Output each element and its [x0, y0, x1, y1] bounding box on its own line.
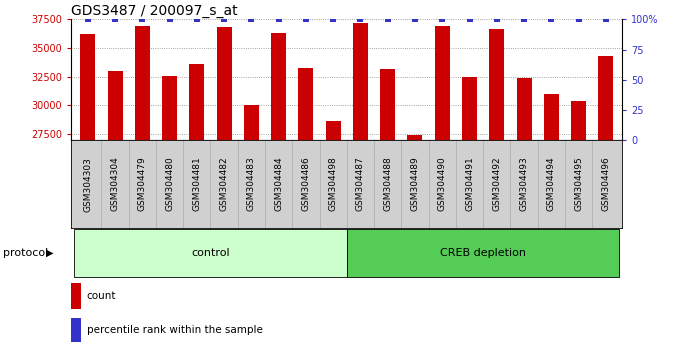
Text: GSM304303: GSM304303: [83, 156, 92, 212]
Text: GSM304496: GSM304496: [601, 157, 611, 211]
Text: GSM304304: GSM304304: [111, 157, 120, 211]
Text: GSM304482: GSM304482: [220, 157, 228, 211]
Text: GSM304492: GSM304492: [492, 157, 501, 211]
Text: GDS3487 / 200097_s_at: GDS3487 / 200097_s_at: [71, 5, 238, 18]
Bar: [490, 29, 505, 354]
Bar: [107, 71, 122, 354]
Text: CREB depletion: CREB depletion: [440, 248, 526, 258]
Bar: [435, 26, 449, 354]
Bar: [544, 94, 559, 354]
Bar: [80, 34, 95, 354]
Text: GSM304486: GSM304486: [301, 157, 310, 211]
Text: GSM304495: GSM304495: [574, 157, 583, 211]
Bar: [407, 135, 422, 354]
Bar: [462, 77, 477, 354]
Text: GSM304483: GSM304483: [247, 157, 256, 211]
Text: GSM304490: GSM304490: [438, 157, 447, 211]
Bar: [271, 33, 286, 354]
Bar: [135, 26, 150, 354]
Bar: [299, 68, 313, 354]
Bar: [598, 56, 613, 354]
Text: percentile rank within the sample: percentile rank within the sample: [87, 325, 262, 335]
Bar: [347, 229, 619, 277]
Bar: [571, 101, 586, 354]
Text: GSM304489: GSM304489: [411, 157, 420, 211]
Bar: [380, 69, 395, 354]
Text: ▶: ▶: [46, 248, 53, 258]
Text: count: count: [87, 291, 116, 301]
Text: GSM304491: GSM304491: [465, 157, 474, 211]
Text: GSM304494: GSM304494: [547, 157, 556, 211]
Bar: [189, 64, 204, 354]
Text: GSM304493: GSM304493: [520, 157, 528, 211]
Text: GSM304479: GSM304479: [138, 157, 147, 211]
Bar: [74, 229, 347, 277]
Bar: [244, 105, 259, 354]
Text: GSM304488: GSM304488: [384, 157, 392, 211]
Bar: [71, 318, 82, 342]
Text: GSM304498: GSM304498: [328, 157, 338, 211]
Bar: [217, 28, 232, 354]
Text: GSM304484: GSM304484: [274, 157, 283, 211]
Bar: [162, 76, 177, 354]
Text: protocol: protocol: [3, 248, 49, 258]
Text: GSM304487: GSM304487: [356, 157, 365, 211]
Text: GSM304480: GSM304480: [165, 157, 174, 211]
Text: GSM304481: GSM304481: [192, 157, 201, 211]
Bar: [353, 23, 368, 354]
Bar: [326, 121, 341, 354]
Text: control: control: [191, 248, 230, 258]
Bar: [517, 78, 532, 354]
Bar: [71, 283, 82, 309]
